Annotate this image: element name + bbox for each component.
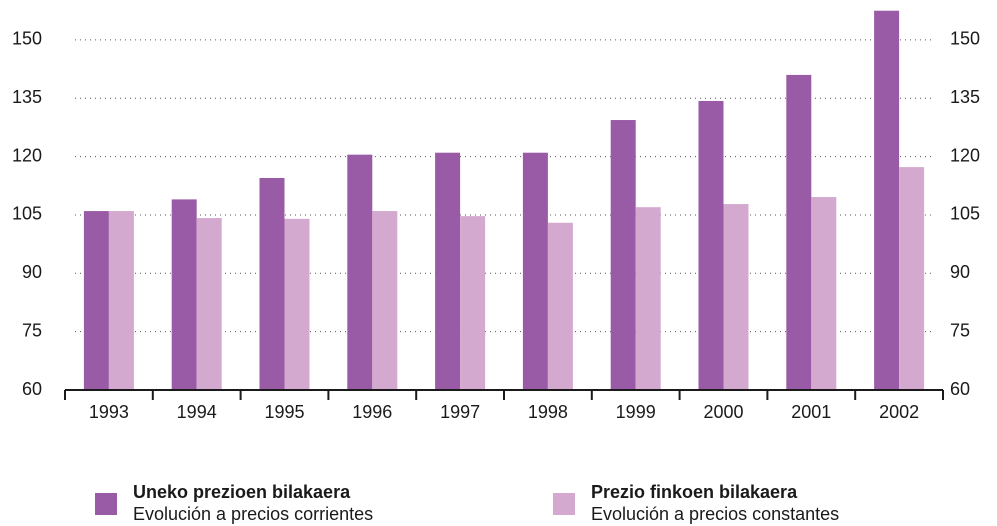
x-tick-label: 2000 <box>703 402 743 422</box>
y2-tick-label: 105 <box>950 204 980 224</box>
bar <box>259 177 285 390</box>
bar <box>347 154 373 390</box>
bar <box>811 197 837 390</box>
bar <box>460 216 486 390</box>
y-tick-label: 75 <box>22 320 42 340</box>
bar <box>874 10 900 390</box>
y-tick-label: 105 <box>12 204 42 224</box>
x-tick-label: 2001 <box>791 402 831 422</box>
y-tick-label: 135 <box>12 87 42 107</box>
legend-name: Uneko prezioen bilakaera <box>133 482 351 502</box>
legend-name: Prezio finkoen bilakaera <box>591 482 798 502</box>
y2-tick-label: 150 <box>950 29 980 49</box>
y-tick-label: 150 <box>12 29 42 49</box>
bar <box>522 152 548 390</box>
y2-tick-label: 75 <box>950 320 970 340</box>
bar <box>635 207 661 390</box>
bar <box>723 204 749 390</box>
bar <box>83 211 109 390</box>
legend-description: Evolución a precios constantes <box>591 504 839 524</box>
bar <box>786 74 812 390</box>
y-tick-label: 90 <box>22 262 42 282</box>
y-tick-label: 120 <box>12 145 42 165</box>
legend-swatch <box>553 493 575 515</box>
x-tick-label: 1995 <box>264 402 304 422</box>
bar <box>547 222 573 390</box>
x-tick-label: 1999 <box>616 402 656 422</box>
y2-tick-label: 135 <box>950 87 980 107</box>
x-tick-label: 1994 <box>177 402 217 422</box>
bar <box>435 152 461 390</box>
y2-tick-label: 90 <box>950 262 970 282</box>
x-tick-label: 1996 <box>352 402 392 422</box>
x-tick-label: 1998 <box>528 402 568 422</box>
legend-swatch <box>95 493 117 515</box>
legend-description: Evolución a precios corrientes <box>133 504 373 524</box>
y-tick-label: 60 <box>22 379 42 399</box>
bar <box>171 199 197 390</box>
y2-tick-label: 120 <box>950 145 980 165</box>
x-tick-label: 2002 <box>879 402 919 422</box>
x-tick-label: 1997 <box>440 402 480 422</box>
bar <box>372 211 398 390</box>
bar <box>108 211 134 390</box>
bar <box>196 218 222 390</box>
y2-tick-label: 60 <box>950 379 970 399</box>
x-tick-label: 1993 <box>89 402 129 422</box>
bar <box>698 100 724 391</box>
bar <box>899 167 925 390</box>
bar <box>284 218 310 390</box>
bar <box>610 120 636 390</box>
